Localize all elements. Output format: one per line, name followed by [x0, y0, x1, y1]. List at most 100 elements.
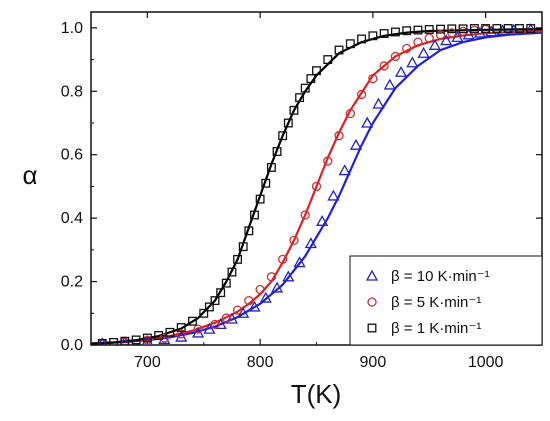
- data-point-square: [233, 254, 243, 264]
- data-point-square: [312, 66, 321, 76]
- data-point-square: [199, 308, 209, 318]
- data-point-square: [390, 27, 400, 37]
- data-point-square: [261, 178, 271, 188]
- data-point-triangle: [485, 25, 498, 37]
- data-point-square: [334, 45, 344, 55]
- data-point-circle: [368, 73, 378, 84]
- data-point-square: [250, 210, 259, 220]
- data-point-square: [413, 25, 423, 35]
- data-point-circle: [159, 333, 169, 343]
- y-tick-label: 0.6: [61, 147, 83, 164]
- y-tick-label: 0.8: [61, 83, 83, 100]
- data-point-circle: [390, 51, 401, 62]
- data-point-square: [210, 296, 220, 306]
- data-point-circle: [334, 131, 344, 141]
- data-point-triangle: [507, 23, 520, 35]
- data-point-circle: [176, 329, 186, 339]
- data-point-square: [447, 24, 457, 34]
- y-tick-label: 0.2: [61, 274, 83, 291]
- data-point-triangle: [225, 312, 239, 324]
- data-point-circle: [435, 30, 446, 40]
- data-point-triangle: [214, 318, 227, 330]
- data-point-square: [368, 31, 378, 41]
- data-point-square: [244, 226, 254, 236]
- legend-marker-square: [367, 323, 377, 333]
- legend-marker-triangle: [365, 269, 379, 281]
- data-point-triangle: [417, 46, 430, 58]
- data-point-triangle: [428, 38, 441, 50]
- data-point-circle: [345, 108, 355, 119]
- data-point-triangle: [440, 34, 453, 46]
- data-point-circle: [278, 254, 288, 265]
- data-point-square: [283, 118, 293, 128]
- data-point-square: [306, 74, 316, 84]
- y-tick-label: 1.0: [61, 20, 83, 37]
- data-point-square: [165, 327, 175, 337]
- data-point-triangle: [293, 256, 306, 268]
- data-point-square: [120, 336, 130, 345]
- data-point-triangle: [304, 237, 317, 249]
- data-point-circle: [379, 61, 389, 71]
- data-point-square: [424, 24, 434, 34]
- data-point-circle: [232, 305, 243, 315]
- data-point-circle: [289, 235, 299, 245]
- data-point-square: [176, 323, 186, 333]
- data-point-square: [526, 24, 536, 33]
- data-point-square: [469, 24, 479, 33]
- data-point-square: [255, 194, 265, 204]
- x-axis-title: T(K): [291, 379, 342, 409]
- y-tick-label: 0.4: [61, 210, 83, 227]
- data-point-square: [300, 83, 310, 93]
- data-point-square: [227, 267, 237, 277]
- data-point-triangle: [259, 291, 272, 303]
- data-point-square: [503, 24, 513, 33]
- data-point-triangle: [119, 336, 130, 345]
- legend: β = 10 K·min⁻¹ β = 5 K·min⁻¹ β = 1 K·min⁻¹: [349, 255, 543, 346]
- legend-label: β = 10 K·min⁻¹: [391, 268, 490, 285]
- x-tick-label: 800: [247, 354, 274, 371]
- data-point-circle: [193, 324, 203, 334]
- data-point-square: [436, 24, 445, 34]
- data-point-triangle: [248, 300, 261, 312]
- data-point-square: [109, 338, 118, 345]
- data-point-square: [131, 335, 141, 345]
- y-axis-title: α: [22, 160, 37, 190]
- data-point-square: [492, 24, 502, 33]
- data-point-square: [278, 131, 288, 141]
- data-point-square: [272, 147, 282, 156]
- x-tick-label: 900: [360, 354, 387, 371]
- data-point-square: [458, 24, 468, 34]
- data-point-square: [97, 338, 107, 345]
- fit-line-triangle: [91, 31, 542, 345]
- data-point-circle: [424, 33, 434, 43]
- data-point-circle: [221, 313, 231, 323]
- legend-marker-circle: [367, 297, 377, 307]
- legend-label: β = 5 K·min⁻¹: [391, 294, 481, 311]
- data-point-circle: [356, 89, 367, 100]
- legend-label: β = 1 K·min⁻¹: [391, 320, 481, 337]
- data-point-square: [204, 302, 214, 312]
- data-point-circle: [210, 319, 220, 330]
- data-point-circle: [255, 284, 265, 295]
- data-point-square: [402, 26, 412, 36]
- data-point-square: [221, 278, 231, 288]
- data-point-triangle: [372, 97, 385, 109]
- data-point-triangle: [203, 322, 216, 334]
- y-tick-label: 0.0: [61, 337, 83, 354]
- data-point-triangle: [282, 270, 295, 282]
- data-point-circle: [266, 272, 277, 282]
- data-point-circle: [311, 181, 322, 192]
- data-point-square: [188, 316, 197, 326]
- x-tick-label: 700: [134, 354, 161, 371]
- data-point-triangle: [97, 337, 107, 345]
- data-point-circle: [402, 43, 412, 54]
- data-point-circle: [300, 210, 310, 220]
- data-point-square: [379, 29, 389, 39]
- data-point-triangle: [270, 281, 284, 293]
- data-point-triangle: [141, 334, 154, 345]
- data-point-triangle: [327, 189, 340, 201]
- data-point-square: [323, 55, 333, 65]
- data-points: [97, 23, 537, 345]
- data-point-square: [295, 93, 305, 103]
